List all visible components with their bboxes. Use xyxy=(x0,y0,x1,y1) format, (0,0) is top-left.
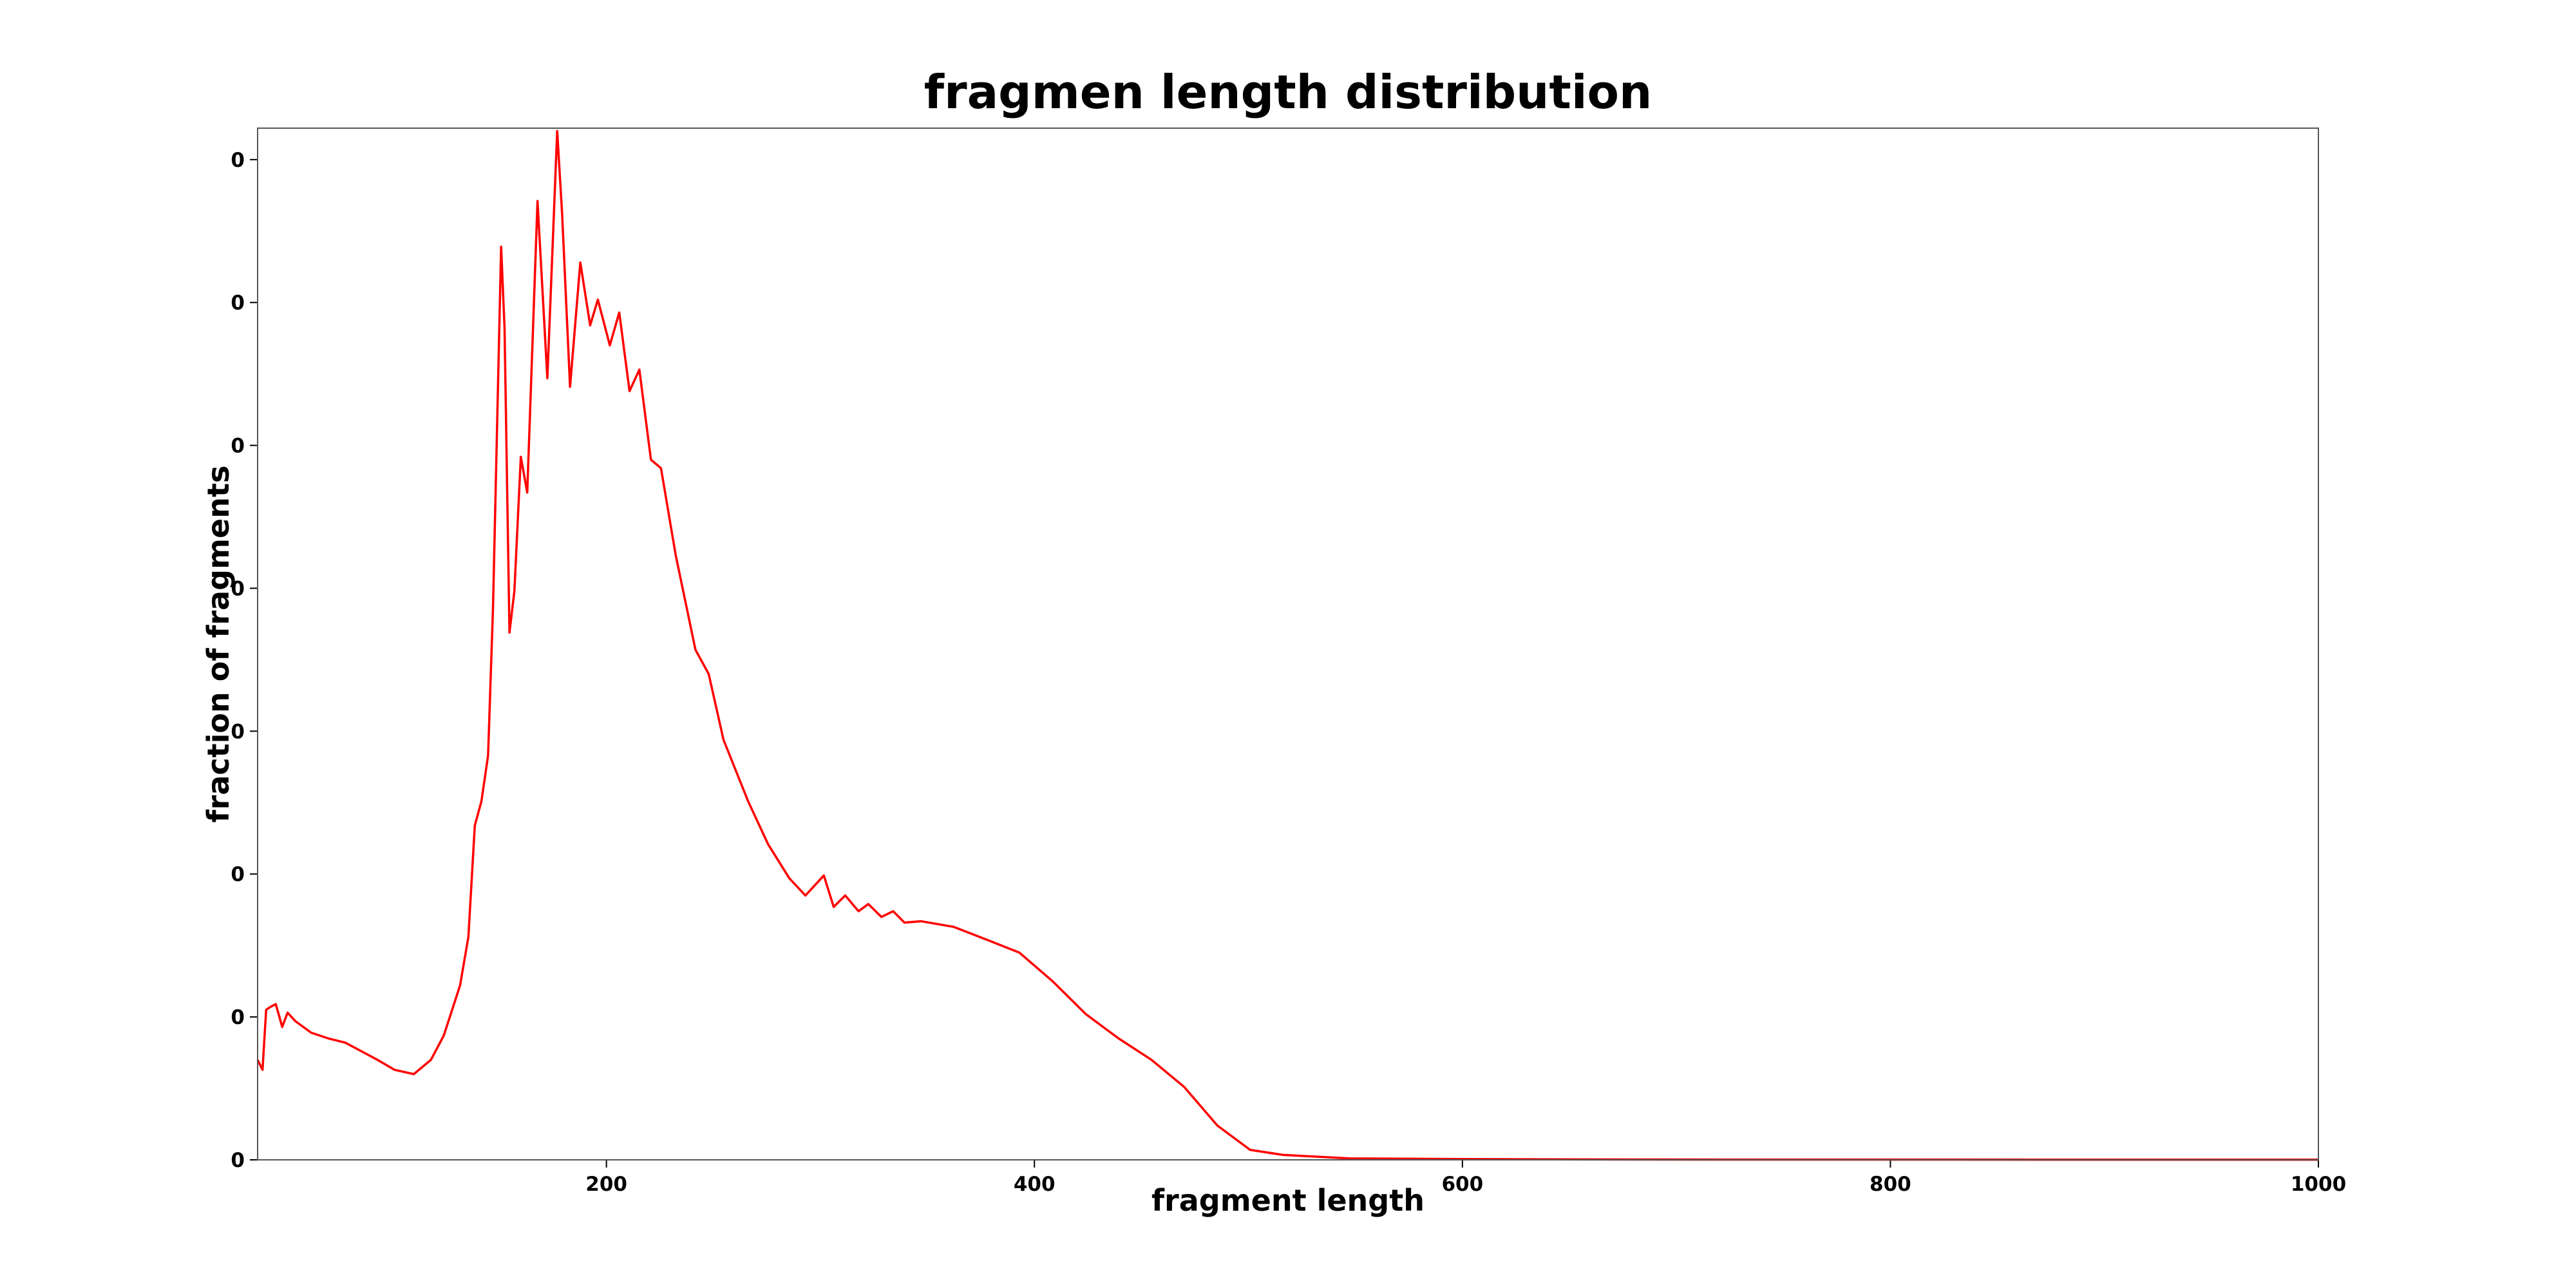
plot-frame xyxy=(257,128,2319,1160)
y-tick-label: 0 xyxy=(231,435,245,458)
y-tick-label: 0 xyxy=(231,1149,245,1172)
x-axis-label: fragment length xyxy=(1151,1183,1425,1218)
y-tick-label: 0 xyxy=(231,577,245,600)
x-tick-label: 400 xyxy=(1014,1173,1056,1196)
data-line xyxy=(256,129,2319,1161)
x-tick-label: 600 xyxy=(1441,1173,1483,1196)
x-tick-label: 800 xyxy=(1870,1173,1911,1196)
y-tick-label: 0 xyxy=(231,292,245,315)
y-tick-label: 0 xyxy=(231,863,245,886)
y-axis-label: fraction of fragments xyxy=(201,466,236,823)
y-tick-label: 0 xyxy=(231,720,245,743)
x-tick-label: 200 xyxy=(585,1173,627,1196)
y-tick-label: 0 xyxy=(231,1006,245,1029)
chart-title: fragmen length distribution xyxy=(924,65,1652,119)
y-tick-label: 0 xyxy=(231,149,245,172)
x-tick-label: 1000 xyxy=(2291,1173,2346,1196)
